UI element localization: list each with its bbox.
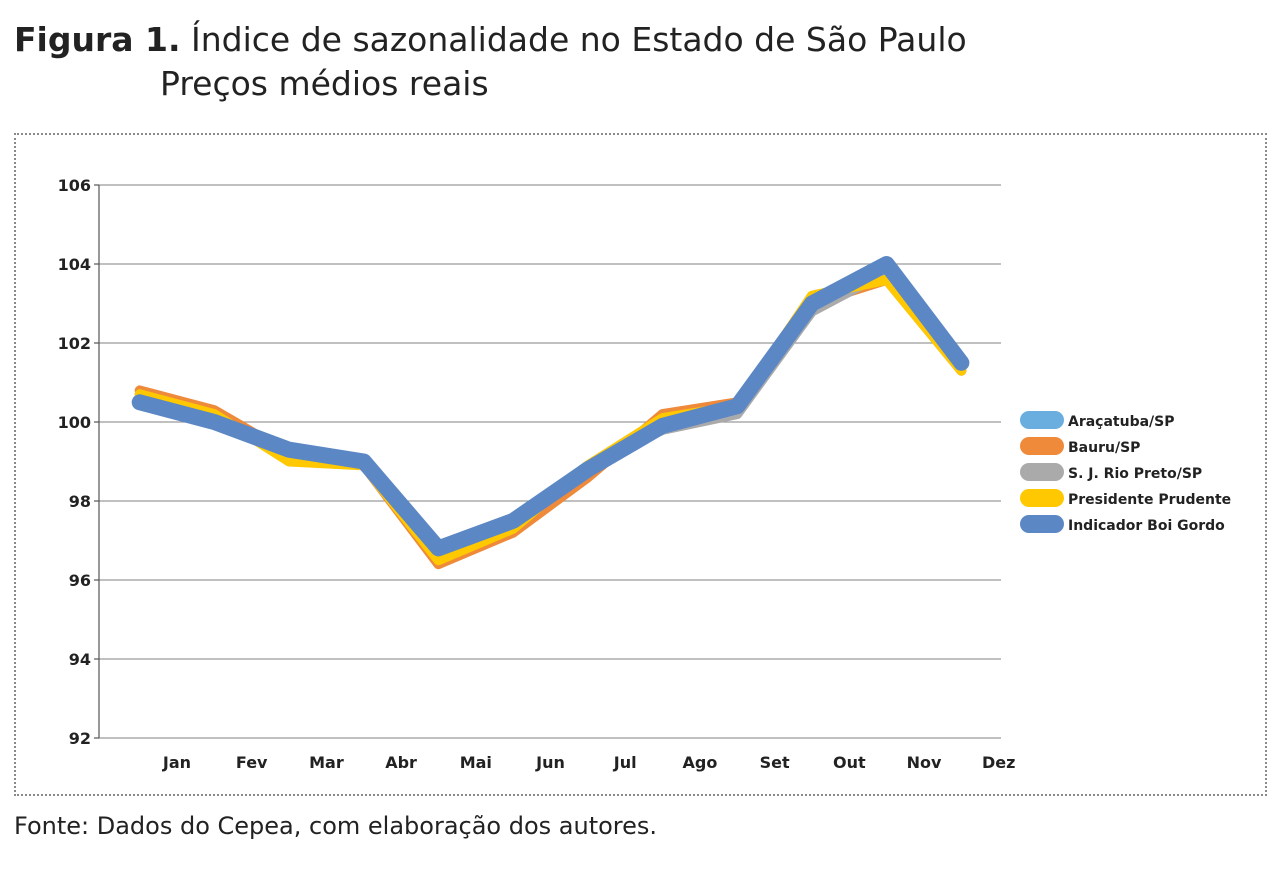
figure-title: Figura 1. Índice de sazonalidade no Esta… (14, 18, 1014, 106)
series-line (134, 266, 967, 566)
legend-label: S. J. Rio Preto/SP (1068, 466, 1202, 482)
x-tick-label: Abr (385, 753, 417, 772)
x-tick-label: Fev (236, 753, 268, 772)
x-tick-label: Mar (309, 753, 344, 772)
series-line (131, 256, 970, 557)
x-tick-label: Ago (682, 753, 717, 772)
title-line-2: Preços médios reais (160, 64, 489, 103)
legend-swatch (1020, 463, 1064, 481)
y-tick-label: 106 (58, 176, 91, 195)
legend-label: Presidente Prudente (1068, 492, 1231, 508)
legend-swatch (1020, 515, 1064, 533)
y-tick-label: 100 (58, 413, 91, 432)
title-line-1: Figura 1. Índice de sazonalidade no Esta… (14, 18, 1014, 62)
series-line (134, 266, 967, 562)
series-line (134, 274, 967, 566)
legend-swatch (1020, 437, 1064, 455)
title-text-1: Índice de sazonalidade no Estado de São … (191, 20, 967, 59)
x-tick-label: Jun (535, 753, 565, 772)
y-tick-label: 92 (69, 729, 91, 748)
y-tick-label: 98 (69, 492, 91, 511)
y-tick-label: 102 (58, 334, 91, 353)
x-tick-label: Nov (907, 753, 942, 772)
y-tick-label: 104 (58, 255, 91, 274)
y-tick-label: 94 (69, 650, 91, 669)
x-tick-label: Jul (613, 753, 637, 772)
legend-swatch (1020, 489, 1064, 507)
chart-frame: 92 94 96 98 100 102 104 106 Jan Fev Mar Abr Mai Jun Ju… (14, 133, 1267, 796)
x-tick-label: Dez (982, 753, 1015, 772)
x-tick-label: Mai (460, 753, 492, 772)
x-tick-label: Set (760, 753, 790, 772)
x-tick-label: Out (833, 753, 866, 772)
source-note: Fonte: Dados do Cepea, com elaboração do… (14, 812, 658, 840)
figure-label: Figura 1. (14, 20, 181, 59)
x-tick-label: Jan (162, 753, 191, 772)
legend-label: Araçatuba/SP (1068, 414, 1175, 430)
y-tick-label: 96 (69, 571, 91, 590)
legend-label: Indicador Boi Gordo (1068, 518, 1225, 534)
legend-swatch (1020, 411, 1064, 429)
line-chart: 92 94 96 98 100 102 104 106 Jan Fev Mar Abr Mai Jun Ju… (58, 176, 1232, 772)
legend-label: Bauru/SP (1068, 440, 1140, 456)
